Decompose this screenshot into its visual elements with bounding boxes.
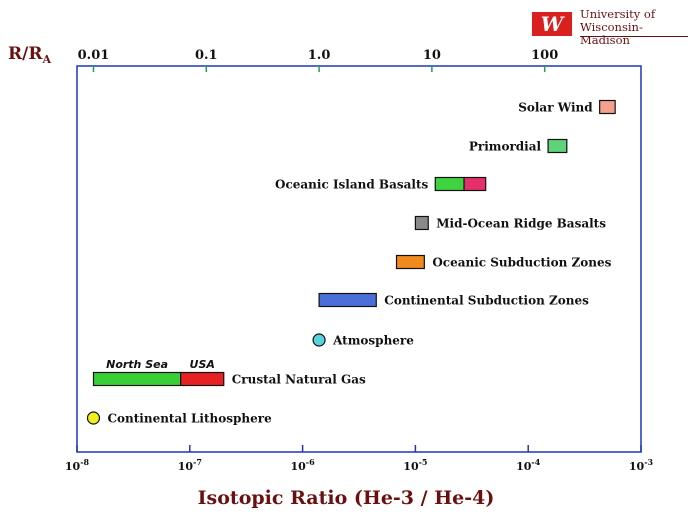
row-label: Oceanic Subduction Zones xyxy=(432,256,611,270)
x-axis-title: Isotopic Ratio (He-3 / He-4) xyxy=(198,487,495,509)
range-bar-segment xyxy=(599,99,616,115)
top-tick-label: 1.0 xyxy=(308,48,331,63)
range-bar-segment xyxy=(180,371,225,387)
uw-logo-mark-icon: W xyxy=(532,12,572,36)
logo-underline xyxy=(580,36,688,37)
row-label: Continental Lithosphere xyxy=(107,412,272,426)
range-bar-segment xyxy=(414,215,429,231)
range-point xyxy=(86,411,101,425)
top-axis-title: R/RA xyxy=(8,44,51,66)
row-label: Solar Wind xyxy=(518,101,593,115)
plot-frame xyxy=(76,65,642,453)
x-tick-label: 10-4 xyxy=(516,457,541,473)
range-bar-segment xyxy=(92,371,182,387)
range-bar-segment xyxy=(318,292,377,308)
x-tick-label: 10-6 xyxy=(290,457,315,473)
row-label: Mid-Ocean Ridge Basalts xyxy=(436,217,606,231)
top-tick-label: 10 xyxy=(423,48,441,63)
segment-label: North Sea xyxy=(106,358,168,371)
segment-label: USA xyxy=(190,358,215,371)
range-bar-segment xyxy=(395,254,425,270)
top-tick-label: 0.1 xyxy=(195,48,218,63)
row-label: Crustal Natural Gas xyxy=(232,373,366,387)
x-tick-label: 10-8 xyxy=(65,457,90,473)
row-label: Primordial xyxy=(469,140,542,154)
university-logo: W University of Wisconsin-Madison xyxy=(532,7,690,47)
range-bar-segment xyxy=(463,176,487,192)
range-bar-segment xyxy=(547,138,568,154)
top-tick-label: 0.01 xyxy=(78,48,110,63)
row-label: Continental Subduction Zones xyxy=(384,294,589,308)
range-bar-segment xyxy=(434,176,465,192)
range-point xyxy=(312,333,326,347)
row-label: Atmosphere xyxy=(332,334,414,348)
row-label: Oceanic Island Basalts xyxy=(275,178,428,192)
top-tick-label: 100 xyxy=(531,48,558,63)
x-tick-label: 10-3 xyxy=(629,457,654,473)
x-tick-label: 10-7 xyxy=(178,457,202,473)
logo-line-1: University of xyxy=(580,7,656,21)
x-tick-label: 10-5 xyxy=(403,457,427,473)
